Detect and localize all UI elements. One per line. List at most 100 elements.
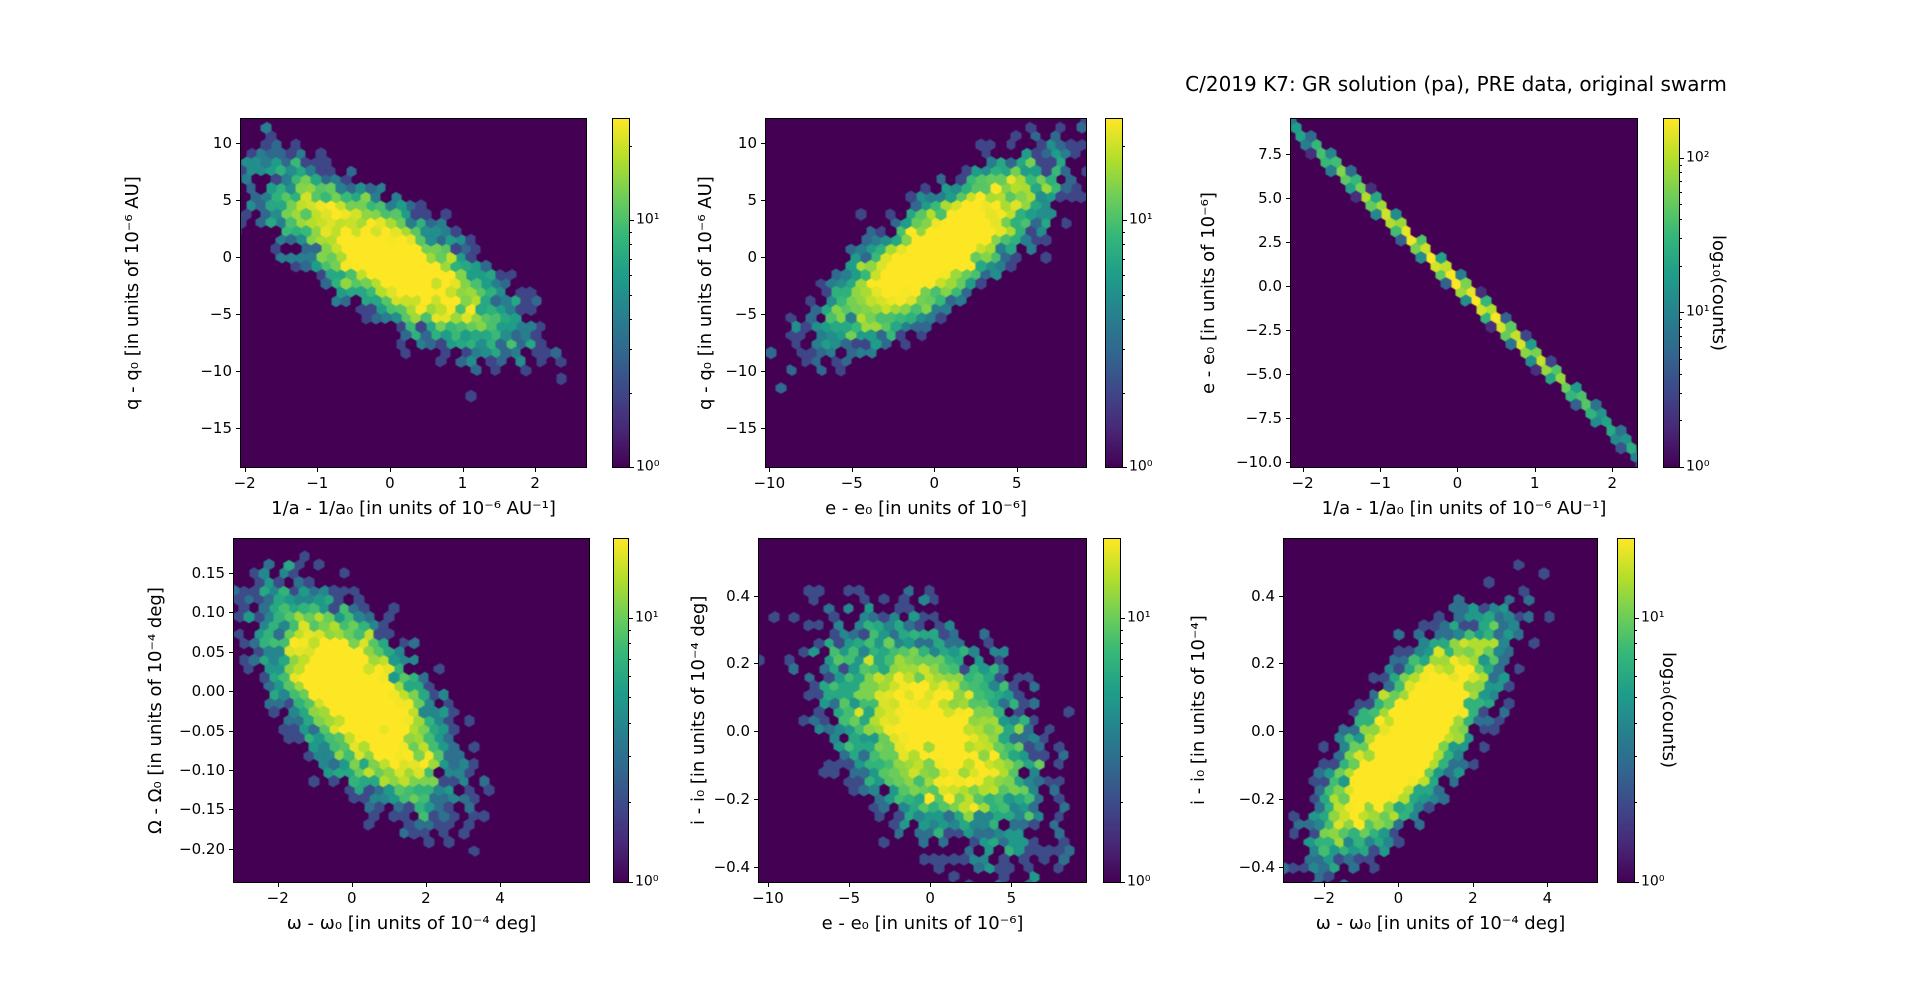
colorbar-tick — [1680, 467, 1684, 468]
colorbar-label: log₁₀(counts) — [1658, 652, 1679, 769]
colorbar-minor-tick — [629, 722, 631, 724]
y-tick — [1279, 866, 1283, 868]
x-tick — [389, 468, 391, 472]
colorbar-tick-label: 10⁰ — [636, 458, 660, 475]
colorbar-tick — [629, 882, 633, 883]
x-tick-label: 0 — [347, 889, 357, 907]
y-tick — [754, 731, 758, 733]
colorbar-minor-tick — [1123, 294, 1125, 296]
x-tick-label: 2 — [530, 474, 540, 492]
colorbar-minor-tick — [1680, 373, 1682, 375]
x-tick-label: 2 — [1468, 889, 1478, 907]
y-axis-label: Ω - Ω₀ [in units of 10⁻⁴ deg] — [145, 587, 166, 834]
x-tick — [1323, 883, 1325, 887]
colorbar-minor-tick — [630, 244, 632, 246]
colorbar-tick — [1123, 467, 1127, 468]
x-tick — [934, 468, 936, 472]
colorbar-minor-tick — [1680, 319, 1682, 321]
x-axis-label: ω - ω₀ [in units of 10⁻⁴ deg] — [1315, 913, 1566, 934]
colorbar-minor-tick — [1123, 318, 1125, 320]
colorbar-minor-tick — [1680, 204, 1682, 206]
x-axis-label: e - e₀ [in units of 10⁻⁶] — [821, 913, 1024, 934]
y-tick-label: 0.4 — [1251, 586, 1275, 605]
y-tick — [236, 314, 240, 316]
colorbar-canvas — [1104, 539, 1120, 882]
colorbar-canvas — [1106, 119, 1122, 467]
y-tick-label: 5 — [747, 190, 757, 209]
x-axis-label: e - e₀ [in units of 10⁻⁶] — [825, 498, 1027, 519]
colorbar-minor-tick — [1121, 643, 1123, 645]
x-tick — [849, 883, 851, 887]
y-tick — [1286, 198, 1290, 200]
x-tick — [244, 468, 246, 472]
y-tick — [761, 371, 765, 373]
x-tick — [1534, 468, 1536, 472]
y-tick-label: 10 — [737, 133, 757, 152]
x-tick — [1472, 883, 1474, 887]
y-tick-label: −15 — [725, 418, 757, 437]
x-tick-label: 1 — [1530, 474, 1540, 492]
x-tick — [1380, 468, 1382, 472]
x-tick-label: 0 — [1452, 474, 1463, 492]
y-tick — [1286, 373, 1290, 375]
colorbar — [1617, 538, 1635, 883]
x-tick-label: 0 — [1393, 889, 1404, 907]
colorbar — [1103, 538, 1121, 883]
colorbar-tick-label: 10⁰ — [1127, 873, 1151, 890]
colorbar-tick — [1680, 312, 1684, 314]
y-tick — [761, 142, 765, 144]
x-tick — [462, 468, 464, 472]
colorbar-tick — [630, 220, 634, 222]
colorbar-minor-tick — [630, 275, 632, 277]
colorbar-minor-tick — [1635, 697, 1637, 699]
y-tick-label: 0 — [222, 247, 232, 266]
colorbar-minor-tick — [630, 146, 632, 148]
colorbar — [1105, 118, 1123, 468]
y-tick-label: 0.00 — [191, 681, 225, 700]
y-axis-label: q - q₀ [in units of 10⁻⁶ AU] — [695, 176, 716, 410]
colorbar-minor-tick — [1635, 676, 1637, 678]
y-tick-label: 0 — [747, 247, 757, 266]
x-axis-label: 1/a - 1/a₀ [in units of 10⁻⁶ AU⁻¹] — [1321, 498, 1607, 519]
y-tick — [236, 142, 240, 144]
x-tick — [1011, 883, 1013, 887]
colorbar-minor-tick — [1121, 722, 1123, 724]
colorbar-tick — [1635, 617, 1639, 619]
y-tick — [236, 257, 240, 259]
colorbar-minor-tick — [1680, 265, 1682, 267]
plot-area — [758, 538, 1087, 883]
y-tick — [229, 612, 233, 614]
x-tick-label: 0 — [925, 889, 935, 907]
colorbar-minor-tick — [1123, 258, 1125, 260]
colorbar-minor-tick — [1680, 164, 1682, 166]
y-tick-label: −0.10 — [179, 760, 225, 779]
hexbin-canvas — [241, 119, 586, 467]
colorbar-minor-tick — [1635, 643, 1637, 645]
colorbar-minor-tick — [630, 258, 632, 260]
x-tick — [317, 468, 319, 472]
colorbar-minor-tick — [1635, 802, 1637, 804]
x-tick-label: 1 — [457, 474, 468, 492]
colorbar-minor-tick — [629, 676, 631, 678]
x-tick-label: 5 — [1006, 889, 1017, 907]
y-tick-label: −2.5 — [1245, 320, 1282, 339]
y-tick — [229, 770, 233, 772]
y-tick — [761, 257, 765, 259]
colorbar-minor-tick — [1635, 658, 1637, 660]
y-tick — [1286, 417, 1290, 419]
colorbar-tick-label: 10⁰ — [635, 873, 659, 890]
y-tick-label: 0.15 — [191, 563, 225, 582]
x-tick-label: −10 — [753, 474, 786, 492]
y-tick — [1286, 242, 1290, 244]
x-tick — [851, 468, 853, 472]
colorbar-minor-tick — [1123, 244, 1125, 246]
y-tick — [1279, 663, 1283, 665]
x-tick — [1398, 883, 1400, 887]
y-tick-label: −0.15 — [179, 800, 225, 819]
colorbar-canvas — [614, 539, 628, 882]
colorbar-tick — [1121, 617, 1125, 619]
colorbar-minor-tick — [1680, 181, 1682, 183]
colorbar-tick-label: 10⁰ — [1686, 458, 1710, 475]
y-tick — [1279, 595, 1283, 597]
x-tick-label: 4 — [1542, 889, 1553, 907]
